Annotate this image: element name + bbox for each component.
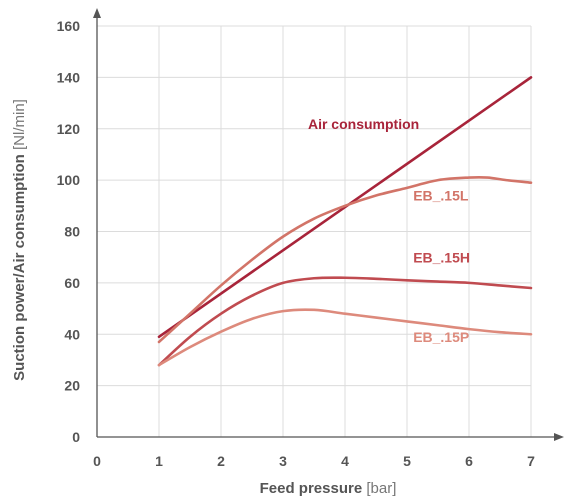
series-line-eb-15p — [157, 308, 533, 367]
x-tick-label: 1 — [155, 453, 163, 469]
y-tick-label: 20 — [64, 378, 80, 394]
series-line-eb-15l — [157, 175, 533, 344]
y-tick-label: 60 — [64, 275, 80, 291]
series-label-eb-15l: EB_.15L — [413, 188, 469, 204]
grid — [97, 25, 532, 437]
y-tick-label: 100 — [57, 172, 81, 188]
y-axis-title: Suction power/Air consumption [Nl/min] — [11, 99, 28, 381]
x-tick-label: 2 — [217, 453, 225, 469]
series-label-eb-15h: EB_.15H — [413, 249, 470, 265]
axes — [93, 8, 564, 441]
series-label-air-consumption: Air consumption — [308, 116, 419, 132]
series-line-eb-15h — [157, 276, 533, 367]
x-axis-arrow-icon — [554, 433, 564, 441]
x-tick-label: 5 — [403, 453, 411, 469]
y-tick-label: 120 — [57, 121, 81, 137]
x-axis-title: Feed pressure [bar] — [260, 480, 397, 497]
y-axis-arrow-icon — [93, 8, 101, 18]
x-tick-label: 3 — [279, 453, 287, 469]
x-tick-label: 0 — [93, 453, 101, 469]
y-tick-label: 160 — [57, 18, 81, 34]
tick-labels: 0 1 2 3 4 5 6 7 0 20 40 60 80 100 120 140 160 — [57, 18, 535, 469]
series-labels: Air consumption EB_.15L EB_.15H EB_.15P — [308, 116, 470, 345]
y-tick-label: 140 — [57, 69, 81, 85]
y-tick-label: 40 — [64, 326, 80, 342]
x-tick-label: 6 — [465, 453, 473, 469]
series-label-eb-15p: EB_.15P — [413, 329, 469, 345]
x-tick-label: 4 — [341, 453, 349, 469]
x-tick-label: 7 — [527, 453, 535, 469]
y-tick-label: 0 — [72, 429, 80, 445]
y-tick-label: 80 — [64, 224, 80, 240]
series-lines — [157, 76, 533, 367]
